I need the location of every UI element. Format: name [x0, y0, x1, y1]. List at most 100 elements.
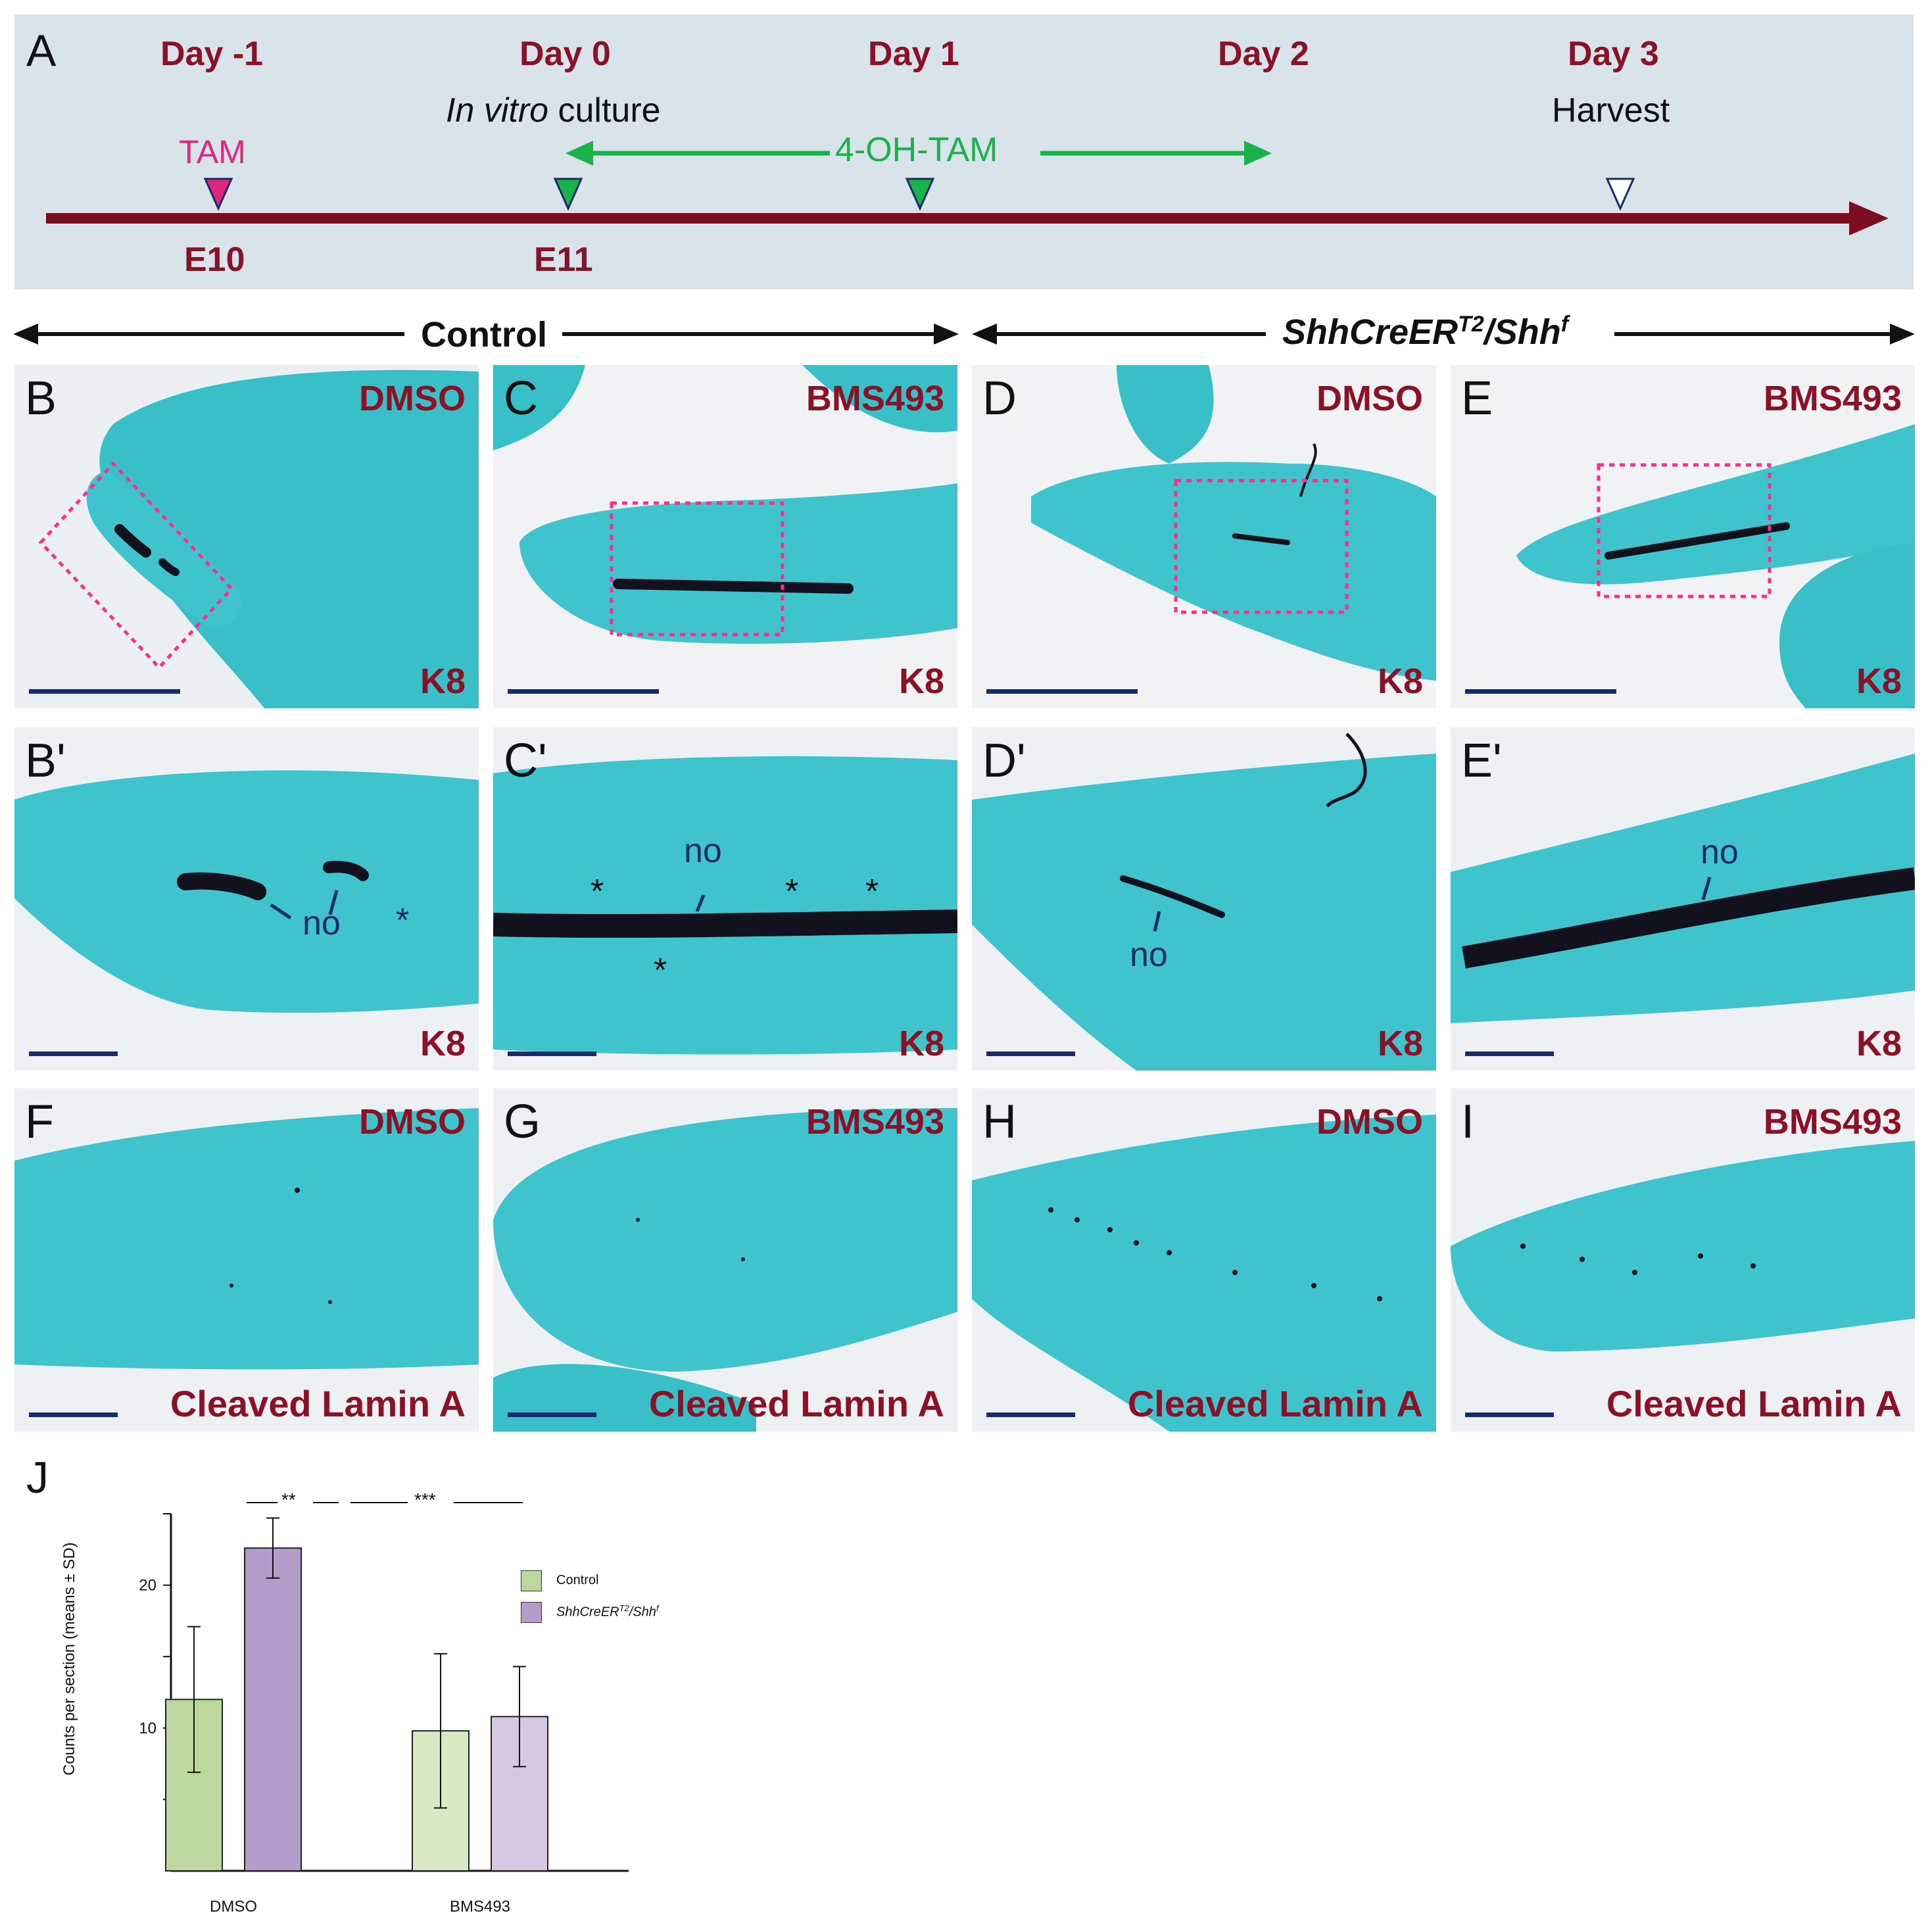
asterisk-marker: *	[654, 952, 667, 990]
mutant-group-title: ShhCreERT2/Shhf	[1282, 312, 1568, 352]
notochord-label: no	[684, 832, 722, 870]
stain-label: K8	[1377, 1024, 1423, 1063]
panel-letter: I	[1461, 1096, 1475, 1148]
treatment-label: DMSO	[1316, 1102, 1423, 1142]
control-group-title: Control	[421, 315, 547, 354]
significance-mark: **	[281, 1489, 296, 1510]
chart-layer: 10 20 DMSO BMS493	[139, 1513, 629, 1916]
group-arrows	[13, 324, 1915, 345]
panel-c: C BMS493 K8	[493, 365, 957, 708]
legend-label-control: Control	[556, 1573, 599, 1587]
scale-bar	[986, 689, 1138, 694]
panel-letter: C'	[504, 735, 547, 787]
asterisk-marker: *	[865, 873, 879, 911]
stain-label: K8	[420, 662, 466, 701]
legend-mutant-mid: /Shh	[629, 1605, 656, 1620]
stain-label: Cleaved Lamin A	[1606, 1383, 1902, 1424]
embryo-day-label: E11	[534, 241, 593, 279]
panel-i: I BMS493 Cleaved Lamin A	[1451, 1088, 1915, 1432]
x-tick-label: BMS493	[450, 1898, 510, 1916]
embryo-day-label: E10	[184, 241, 245, 279]
tissue-image	[972, 733, 1436, 1071]
panel-letter: E	[1461, 372, 1493, 425]
timeline-arrowhead	[1849, 201, 1889, 235]
tam-label: TAM	[179, 133, 246, 170]
treatment-label: DMSO	[359, 379, 466, 418]
asterisk-marker: *	[591, 873, 604, 911]
asterisk-marker: *	[785, 873, 799, 911]
panel-e-prime: E' no K8	[1451, 727, 1915, 1071]
stain-label: K8	[1856, 662, 1902, 701]
notochord-label: no	[1130, 936, 1168, 974]
timeline-bar	[46, 213, 1874, 224]
panel-letter: B	[25, 372, 57, 425]
panel-letter: F	[25, 1096, 54, 1148]
mutant-sup: f	[1560, 312, 1569, 337]
tissue-image	[1516, 424, 1915, 708]
stain-label: K8	[420, 1024, 466, 1063]
panel-b-prime: B' no * K8	[14, 727, 479, 1071]
culture-text: culture	[558, 91, 661, 130]
tissue-image	[972, 1115, 1436, 1432]
tissue-image	[38, 370, 479, 708]
scale-bar	[29, 1413, 118, 1417]
notochord-label: no	[302, 904, 341, 942]
panel-b: B DMSO K8	[14, 365, 479, 708]
notochord-label: no	[1701, 833, 1739, 871]
arrowhead	[1890, 324, 1915, 345]
significance-mark: ***	[414, 1489, 436, 1510]
scale-bar	[508, 1051, 596, 1056]
asterisk-marker: *	[396, 902, 410, 940]
treatment-label: BMS493	[806, 1102, 944, 1142]
legend-swatch-mutant	[521, 1602, 542, 1623]
scale-bar	[986, 1051, 1075, 1056]
panel-letter: D'	[982, 735, 1026, 787]
stain-label: K8	[1377, 662, 1423, 701]
treatment-label: DMSO	[359, 1102, 466, 1142]
legend-mutant-name: ShhCreER	[556, 1605, 619, 1620]
panel-letter-a: A	[26, 26, 57, 76]
mutant-name: ShhCreER	[1282, 312, 1459, 352]
scale-bar	[1465, 1413, 1554, 1417]
legend-mutant-sup: T2	[619, 1603, 629, 1613]
panel-c-prime: C' no * * * * K8	[493, 727, 957, 1071]
scale-bar	[1465, 1051, 1554, 1056]
legend-mutant-sup: f	[656, 1603, 659, 1613]
tissue-image	[14, 770, 479, 1013]
treatment-label: BMS493	[1763, 379, 1902, 418]
arrowhead	[934, 324, 959, 345]
panel-letter: C	[504, 372, 538, 425]
bar-chart: 10 20 DMSO BMS493	[139, 1513, 629, 1916]
panel-letter: B'	[25, 735, 66, 787]
ohtam-label: 4-OH-TAM	[825, 130, 1009, 170]
ohtam-arrowhead-left	[566, 141, 593, 166]
scale-bar	[508, 689, 659, 694]
day-label: Day 0	[519, 35, 611, 73]
panel-d: D DMSO K8	[972, 365, 1436, 708]
scale-bar	[29, 1051, 118, 1056]
bar	[244, 1547, 302, 1872]
tissue-image	[493, 756, 957, 1055]
panel-d-prime: D' no K8	[972, 727, 1436, 1071]
day-label: Day 3	[1568, 35, 1659, 73]
scale-bar	[29, 689, 180, 694]
scale-bar	[1465, 689, 1616, 694]
x-tick-label: DMSO	[210, 1898, 257, 1916]
ohtam-arrowhead-right	[1244, 141, 1272, 166]
tissue-image	[14, 1108, 479, 1370]
day-label: Day 2	[1218, 35, 1309, 73]
mutant-sup: T2	[1458, 312, 1484, 337]
y-tick-label: 10	[139, 1720, 157, 1737]
panel-f: F DMSO Cleaved Lamin A	[14, 1088, 479, 1432]
y-axis-label: Counts per section (means ± SD)	[60, 1542, 78, 1775]
treatment-label: BMS493	[806, 379, 944, 418]
harvest-marker	[1605, 178, 1635, 211]
stain-label: K8	[898, 662, 944, 701]
scale-bar	[986, 1413, 1075, 1417]
day-label: Day 1	[868, 35, 959, 73]
stain-label: Cleaved Lamin A	[170, 1383, 466, 1424]
panel-letter-j: J	[26, 1453, 49, 1503]
treatment-label: BMS493	[1763, 1102, 1902, 1142]
arrowhead	[13, 324, 38, 345]
panel-e: E BMS493 K8	[1451, 365, 1915, 708]
